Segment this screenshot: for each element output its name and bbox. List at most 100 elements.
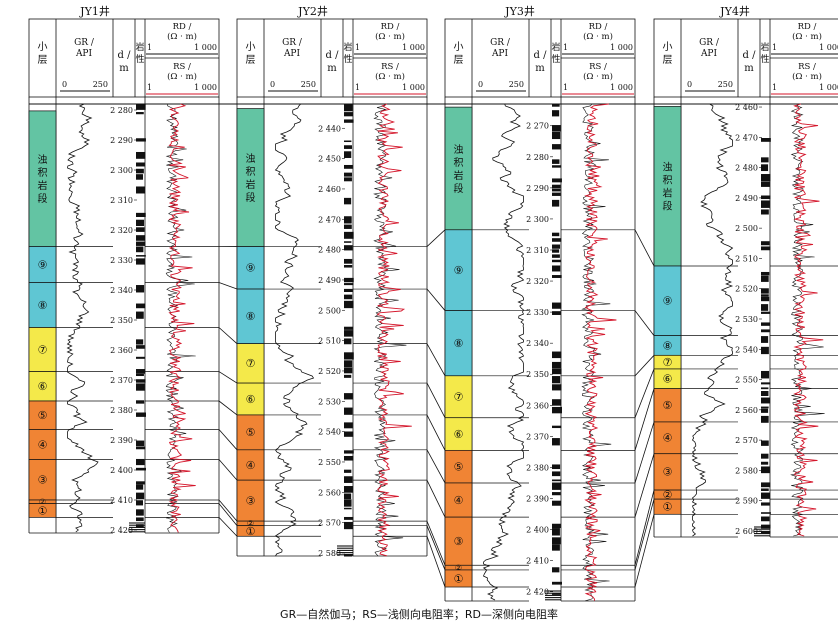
- lith-strip: [761, 398, 770, 404]
- correlation-line: [219, 328, 237, 344]
- rs-log-curve: [378, 104, 412, 556]
- gr-header: GR /: [74, 38, 95, 48]
- rd-scale-min: 1: [772, 43, 777, 52]
- lith-strip: [136, 493, 144, 500]
- zone-label: ⑧: [454, 337, 464, 350]
- lith-strip: [136, 227, 144, 232]
- zone-label: ⑨: [38, 258, 48, 271]
- lith-strip: [761, 512, 771, 514]
- lith-strip: [552, 528, 560, 535]
- rd-scale-max: 1 000: [819, 43, 838, 52]
- lith-strip: [344, 241, 351, 243]
- zone-label: ①: [38, 504, 48, 517]
- gr-scale-max: 250: [509, 80, 524, 89]
- lith-strip: [344, 393, 353, 399]
- well-name: JY1井: [79, 4, 110, 18]
- lith-strip: [761, 174, 770, 181]
- lith-strip: [344, 278, 354, 282]
- depth-header: d /: [118, 50, 132, 61]
- rd-header: RD /: [589, 22, 608, 32]
- lith-strip: [136, 255, 146, 257]
- lith-strip: [552, 537, 561, 544]
- lith-strip: [136, 447, 145, 450]
- zone-label: ③: [663, 466, 673, 479]
- lith-strip: [761, 482, 770, 487]
- depth-tick: 2 390: [526, 494, 549, 503]
- lith-strip: [136, 400, 144, 403]
- correlation-line: [427, 383, 445, 418]
- lith-strip: [552, 200, 559, 207]
- lith-header: 性: [343, 53, 352, 65]
- rs-scale-min: 1: [147, 83, 152, 92]
- depth-tick: 2 570: [318, 519, 341, 528]
- rs-header: (Ω · m): [583, 71, 613, 82]
- depth-tick: 2 460: [735, 103, 758, 112]
- zone-label: ⑧: [246, 310, 256, 323]
- rs-header: RS /: [173, 62, 191, 72]
- lith-strip: [136, 481, 145, 484]
- lith-strip: [136, 186, 145, 193]
- rs-log-curve: [170, 104, 196, 532]
- lith-strip: [344, 112, 353, 116]
- lith-strip: [552, 352, 561, 359]
- lith-strip: [552, 159, 559, 164]
- depth-tick: 2 590: [735, 497, 758, 506]
- correlation-line: [635, 490, 654, 565]
- lith-strip: [136, 242, 145, 246]
- lith-strip: [344, 225, 352, 229]
- lith-header: 岩: [135, 41, 144, 53]
- zone-label: ①: [663, 501, 673, 514]
- zone-label: ⑨: [246, 262, 256, 275]
- zone-label: ④: [663, 432, 673, 445]
- depth-tick: 2 560: [735, 406, 758, 415]
- gr-header: GR /: [699, 38, 720, 48]
- lith-strip: [761, 409, 768, 413]
- lith-strip: [552, 249, 559, 252]
- layer-header: 层: [454, 54, 464, 66]
- gr-scale-min: 0: [270, 80, 275, 89]
- lith-strip: [552, 238, 561, 242]
- depth-tick: 2 380: [110, 406, 133, 415]
- lith-strip: [136, 304, 145, 309]
- lith-strip: [136, 213, 146, 217]
- lith-strip: [136, 441, 144, 447]
- lith-strip: [136, 174, 143, 180]
- rd-header: (Ω · m): [375, 31, 405, 42]
- lith-strip: [344, 245, 353, 250]
- lith-strip: [344, 265, 352, 268]
- lith-strip: [136, 258, 145, 264]
- lith-strip: [136, 152, 145, 159]
- depth-tick: 2 470: [735, 133, 758, 142]
- rd-scale-min: 1: [355, 43, 360, 52]
- depth-tick: 2 410: [526, 557, 549, 566]
- layer-header: 小: [38, 41, 48, 53]
- correlation-line: [635, 422, 654, 483]
- lith-strip: [136, 369, 145, 374]
- layer-header: 小: [663, 41, 673, 53]
- lith-strip: [761, 416, 769, 423]
- turbidite-label: 段: [454, 182, 464, 195]
- depth-tick: 2 370: [526, 432, 549, 441]
- lith-strip: [552, 369, 562, 375]
- lith-strip: [761, 387, 768, 389]
- lith-strip: [552, 254, 560, 257]
- lith-strip: [761, 329, 770, 332]
- lith-strip: [344, 283, 354, 285]
- turbidite-label: 浊: [38, 153, 48, 166]
- depth-tick: 2 330: [526, 308, 549, 317]
- lith-strip: [552, 492, 561, 495]
- lith-strip: [344, 522, 353, 529]
- zone-label: ③: [454, 535, 464, 548]
- correlation-line: [635, 369, 654, 418]
- zone-label: ⑧: [663, 339, 673, 352]
- lith-strip: [761, 294, 769, 297]
- gr-log-curve: [693, 104, 733, 536]
- correlation-line: [219, 517, 237, 536]
- lith-strip: [136, 339, 143, 344]
- depth-tick: 2 300: [110, 166, 133, 175]
- depth-tick: 2 500: [735, 224, 758, 233]
- gr-scale-min: 0: [478, 80, 483, 89]
- lith-strip: [344, 476, 352, 483]
- depth-tick: 2 480: [735, 164, 758, 173]
